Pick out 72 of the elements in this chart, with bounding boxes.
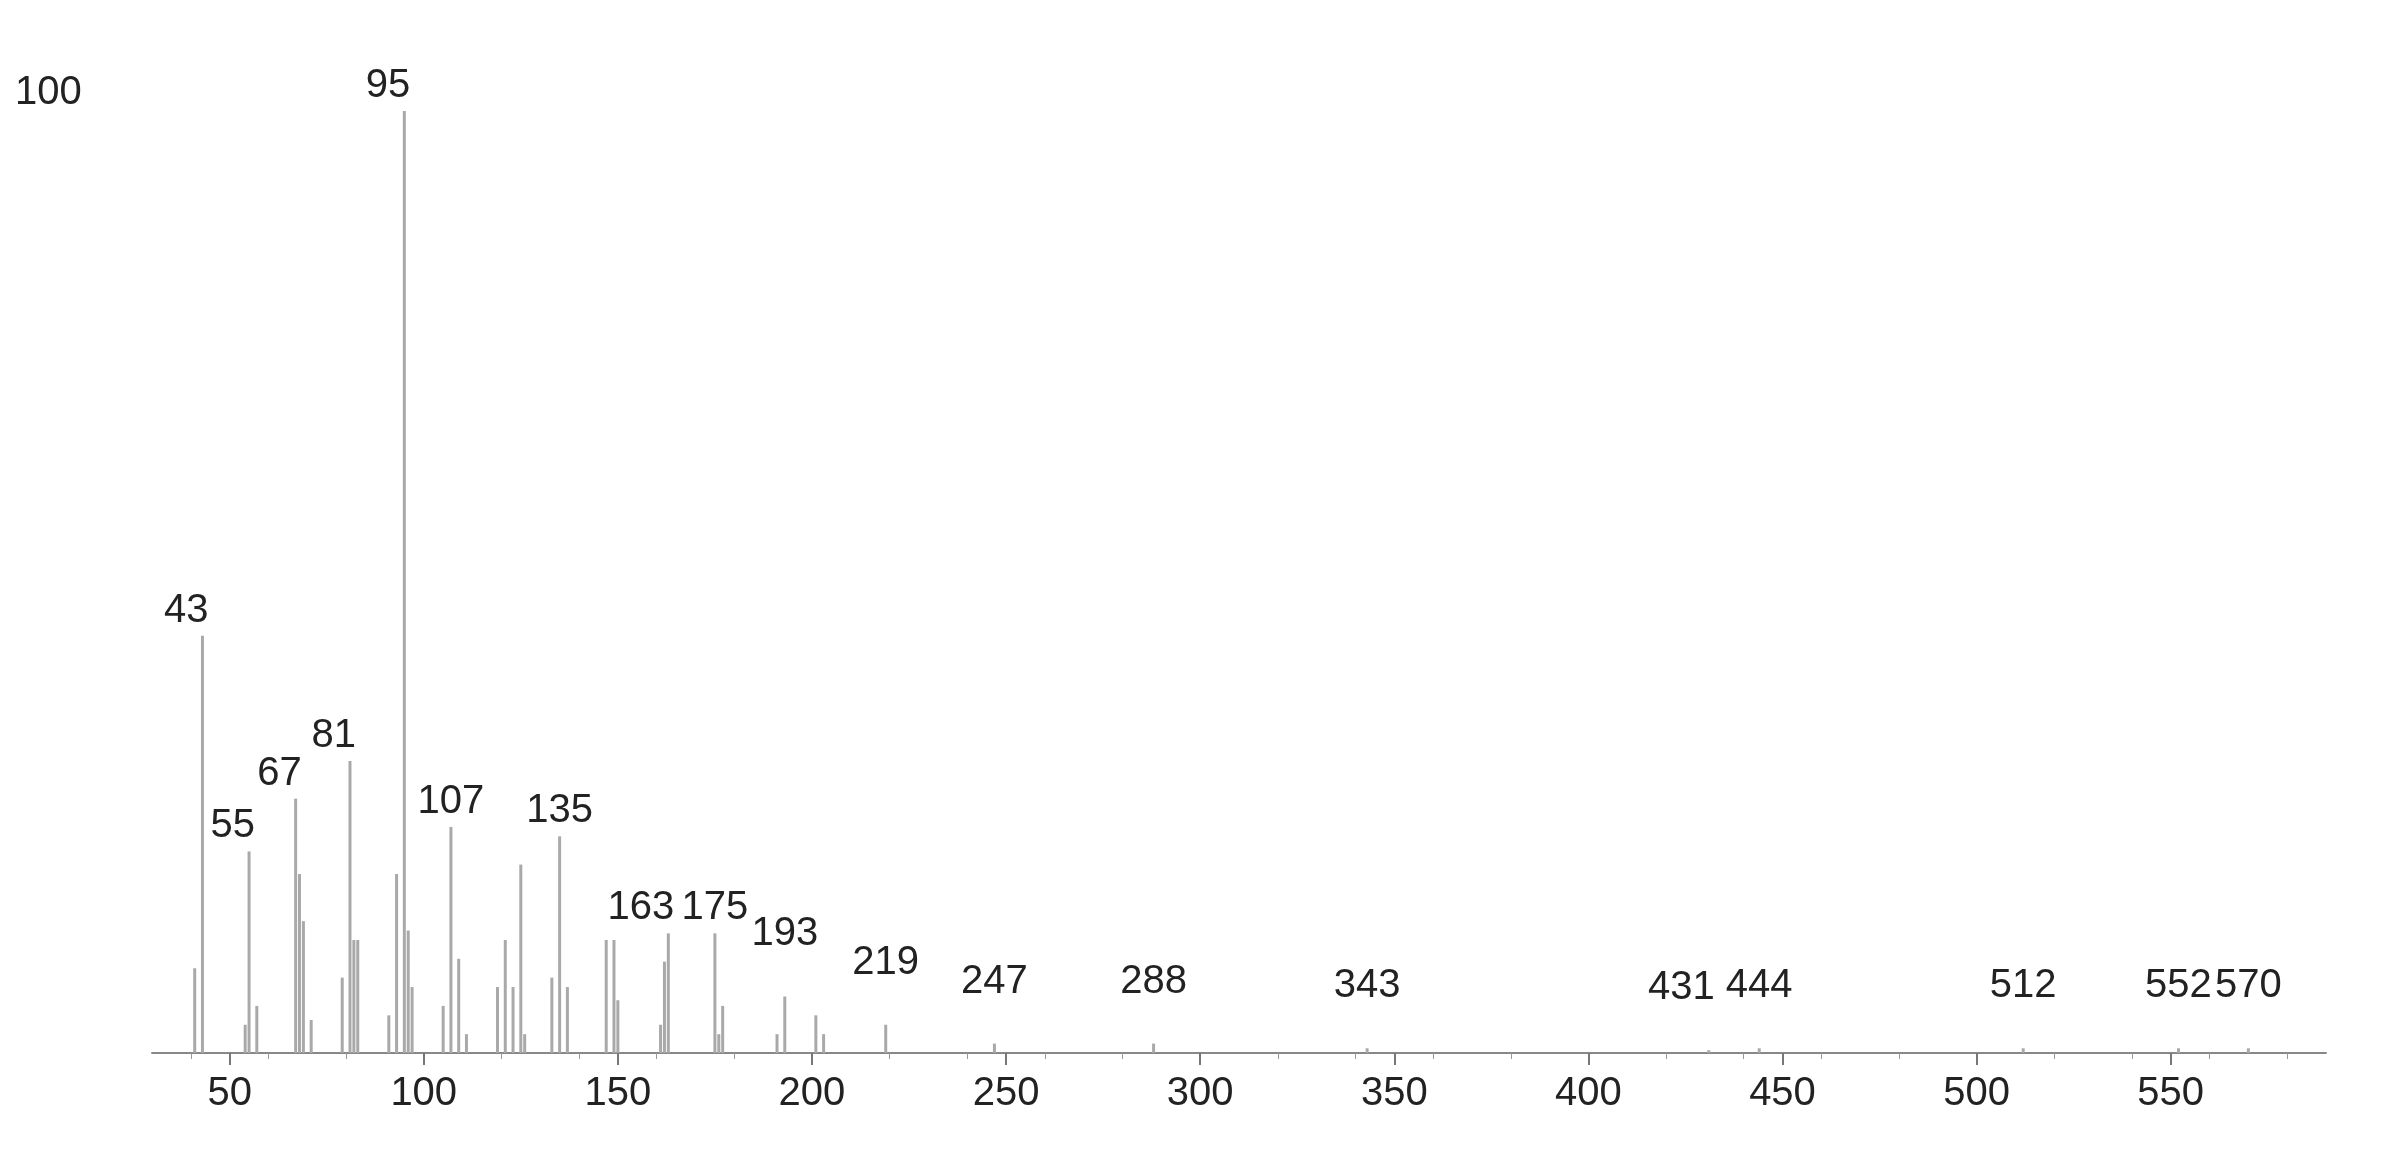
annotation: 67 <box>257 748 302 793</box>
bar <box>309 1020 313 1053</box>
annotation: 219 <box>852 937 920 982</box>
bar <box>511 987 515 1053</box>
bar <box>612 939 616 1053</box>
bar <box>441 1005 445 1053</box>
bar <box>356 939 360 1053</box>
annotation: 512 <box>1989 961 2057 1006</box>
bar <box>1707 1050 1711 1053</box>
bar <box>2021 1048 2025 1053</box>
annotation: 107 <box>417 776 485 821</box>
bar <box>666 933 670 1053</box>
text: 100 <box>15 68 82 112</box>
annotation: 55 <box>210 801 256 846</box>
x-tick-label: 300 <box>1166 1069 1234 1113</box>
annotation: 444 <box>1725 961 1793 1006</box>
annotation: 288 <box>1120 956 1187 1001</box>
x-tick-label: 350 <box>1360 1069 1428 1113</box>
bar <box>721 1005 725 1053</box>
annotation: 343 <box>1333 961 1401 1006</box>
annotation: 175 <box>681 883 749 928</box>
annotation: 193 <box>751 909 819 954</box>
x-tick-label: 50 <box>207 1069 252 1113</box>
bar <box>247 851 251 1053</box>
x-tick-label: 250 <box>972 1069 1040 1113</box>
bar <box>395 874 399 1053</box>
bar <box>604 939 608 1053</box>
annotation: 163 <box>607 883 675 928</box>
bar <box>387 1015 391 1053</box>
bar <box>464 1034 468 1053</box>
annotation: 135 <box>526 786 593 831</box>
bar <box>565 987 569 1053</box>
annotation: 431 <box>1647 963 1715 1008</box>
bar <box>2176 1048 2180 1053</box>
bar <box>457 958 461 1053</box>
annotation: 247 <box>961 956 1028 1001</box>
x-tick-label: 150 <box>584 1069 652 1113</box>
x-tick-label: 500 <box>1943 1069 2010 1113</box>
bar <box>348 760 352 1053</box>
bar <box>402 111 406 1053</box>
x-tick-label: 550 <box>2137 1069 2205 1113</box>
bar <box>550 977 554 1053</box>
bar <box>340 977 344 1053</box>
x-tick-label: 400 <box>1555 1069 1622 1113</box>
bar <box>449 826 453 1053</box>
bar <box>775 1034 779 1053</box>
bar <box>992 1043 996 1053</box>
bar <box>558 836 562 1053</box>
bar <box>255 1005 259 1053</box>
bar <box>814 1015 818 1053</box>
bar <box>200 635 204 1053</box>
bar <box>496 987 500 1053</box>
bar <box>783 996 787 1053</box>
annotation: 570 <box>2214 961 2282 1006</box>
annotation: 43 <box>163 585 209 630</box>
bar <box>884 1024 888 1053</box>
bar <box>193 968 197 1053</box>
bar <box>2246 1048 2250 1053</box>
x-tick-label: 450 <box>1749 1069 1816 1113</box>
annotation: 95 <box>365 61 411 105</box>
bar <box>503 939 507 1053</box>
bar <box>519 864 523 1053</box>
bar <box>713 933 717 1053</box>
bar <box>294 798 298 1053</box>
annotation: 81 <box>311 710 356 755</box>
x-tick-label: 200 <box>778 1069 846 1113</box>
bar <box>1757 1048 1761 1053</box>
x-tick-label: 100 <box>390 1069 458 1113</box>
bar <box>822 1034 826 1053</box>
bar <box>1152 1043 1156 1053</box>
annotation: 552 <box>2145 961 2212 1006</box>
bar <box>1365 1048 1369 1053</box>
